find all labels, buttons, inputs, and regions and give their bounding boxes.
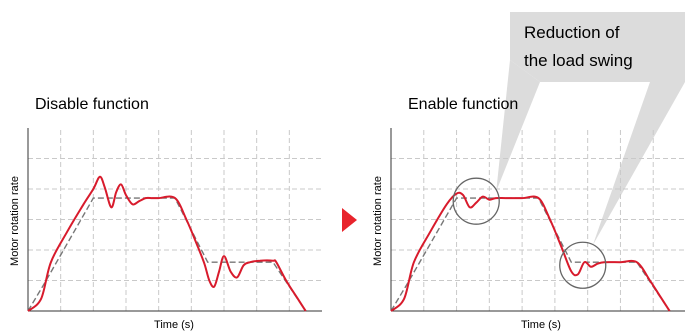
arrow-right-icon	[342, 208, 357, 232]
gridlines	[391, 128, 685, 311]
callout: Reduction of the load swing	[496, 12, 685, 246]
x-axis-label: Time (s)	[521, 319, 561, 331]
highlight-circle	[452, 177, 500, 225]
chart-title: Enable function	[408, 96, 518, 113]
y-axis-label: Motor rotation rate	[372, 176, 384, 266]
actual-speed-line	[390, 191, 671, 312]
callout-line-1: Reduction of	[524, 23, 620, 42]
series	[390, 191, 671, 312]
chart-enable-function: Enable function Time (s) Motor rotation …	[372, 96, 685, 331]
highlights	[452, 177, 607, 289]
chart-title: Disable function	[35, 96, 149, 113]
chart-disable-function: Disable function Time (s) Motor rotation…	[9, 96, 322, 331]
actual-speed-line	[27, 175, 307, 312]
axes	[390, 128, 685, 312]
callout-box	[510, 12, 685, 82]
highlight-circle	[559, 241, 607, 289]
callout-line-2: the load swing	[524, 51, 633, 70]
callout-wedge-upper	[496, 60, 540, 192]
x-axis-label: Time (s)	[154, 319, 194, 331]
command-speed-line	[390, 197, 671, 312]
axes	[27, 128, 322, 312]
callout-wedge-lower	[592, 82, 685, 246]
gridlines	[28, 128, 322, 311]
series	[27, 175, 307, 312]
y-axis-label: Motor rotation rate	[9, 176, 21, 266]
command-speed-line	[27, 197, 307, 312]
